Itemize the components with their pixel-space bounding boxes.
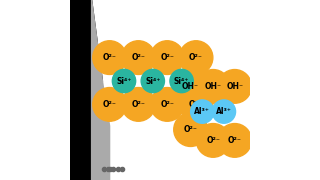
Circle shape [112, 69, 136, 93]
Circle shape [174, 113, 207, 147]
Text: O²⁻: O²⁻ [132, 100, 145, 109]
Text: O²⁻: O²⁻ [160, 53, 174, 62]
Circle shape [150, 41, 184, 75]
Text: O²⁻: O²⁻ [206, 136, 220, 145]
Text: Si⁴⁺: Si⁴⁺ [116, 76, 132, 86]
Circle shape [122, 87, 155, 121]
Text: O²⁻: O²⁻ [189, 53, 203, 62]
Circle shape [141, 69, 164, 93]
Text: Al³⁺: Al³⁺ [194, 107, 210, 116]
Text: O²⁻: O²⁻ [132, 53, 145, 62]
Circle shape [218, 69, 252, 103]
Circle shape [93, 41, 126, 75]
Polygon shape [92, 0, 110, 180]
Circle shape [93, 87, 126, 121]
Circle shape [191, 100, 214, 123]
Text: Al³⁺: Al³⁺ [216, 107, 232, 116]
Circle shape [174, 69, 207, 103]
Circle shape [170, 69, 193, 93]
Text: OH⁻: OH⁻ [182, 82, 199, 91]
Circle shape [150, 87, 184, 121]
Circle shape [218, 123, 252, 157]
Text: Si⁴⁺: Si⁴⁺ [145, 76, 161, 86]
Text: OH⁻: OH⁻ [226, 82, 243, 91]
Text: O²⁻: O²⁻ [103, 100, 116, 109]
Circle shape [179, 87, 213, 121]
Text: O²⁻: O²⁻ [103, 53, 116, 62]
Text: Si⁴⁺: Si⁴⁺ [174, 76, 189, 86]
Circle shape [122, 41, 155, 75]
Circle shape [196, 69, 230, 103]
Circle shape [196, 123, 230, 157]
Text: O²⁻: O²⁻ [160, 100, 174, 109]
Circle shape [212, 100, 236, 123]
Text: OH⁻: OH⁻ [204, 82, 222, 91]
Polygon shape [70, 0, 102, 180]
Circle shape [179, 41, 213, 75]
Text: O²⁻: O²⁻ [184, 125, 197, 134]
Text: O²⁻: O²⁻ [228, 136, 242, 145]
Text: O²⁻: O²⁻ [189, 100, 203, 109]
